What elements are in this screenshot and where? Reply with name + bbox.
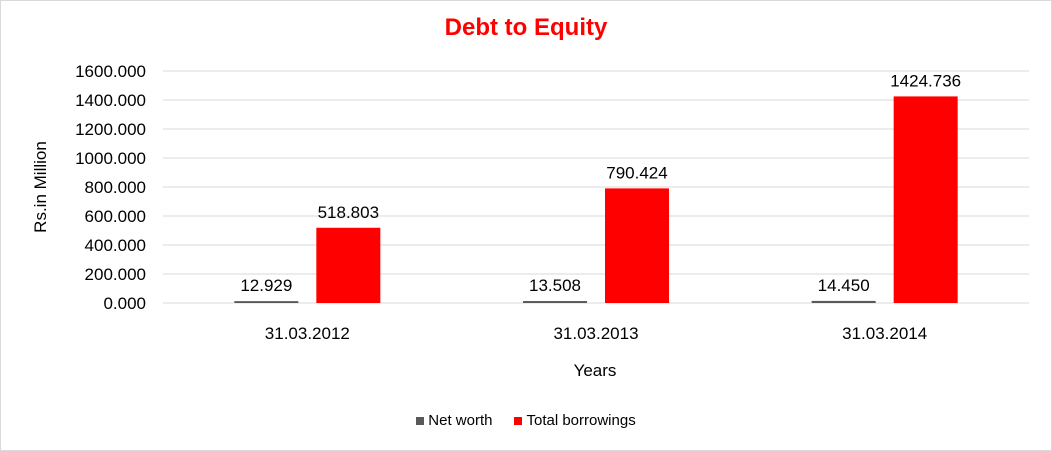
- y-tick-label: 1200.000: [75, 120, 146, 139]
- x-tick-label: 31.03.2014: [842, 324, 927, 343]
- x-axis-ticks: 31.03.2012 31.03.2013 31.03.2014: [265, 324, 927, 343]
- data-label: 13.508: [529, 276, 581, 295]
- bars: [234, 96, 958, 304]
- bar-net-worth: [234, 301, 299, 303]
- legend-swatch: [514, 416, 523, 425]
- y-tick-label: 1600.000: [75, 62, 146, 81]
- data-labels: 12.929 518.803 13.508 790.424 14.450 1424.736: [240, 71, 961, 295]
- y-tick-label: 0.000: [103, 294, 146, 313]
- x-tick-label: 31.03.2013: [553, 324, 638, 343]
- bar-net-worth: [811, 300, 876, 303]
- chart-title: Debt to Equity: [444, 14, 608, 41]
- y-axis-title: Rs.in Million: [31, 141, 50, 233]
- y-tick-label: 800.000: [85, 178, 146, 197]
- bar-total-borrowings: [605, 188, 669, 303]
- y-tick-label: 400.000: [85, 236, 146, 255]
- data-label: 1424.736: [890, 71, 961, 90]
- legend-label: Total borrowings: [526, 412, 636, 429]
- legend-item: Net worth: [416, 412, 492, 429]
- legend-swatch: [416, 416, 425, 425]
- bar-total-borrowings: [893, 96, 958, 304]
- y-axis-ticks: 0.000 200.000 400.000 600.000 800.000 1000.00…: [75, 62, 146, 313]
- y-tick-label: 1000.000: [75, 149, 146, 168]
- legend-item: Total borrowings: [514, 412, 636, 429]
- data-label: 12.929: [240, 276, 292, 295]
- gridlines: [163, 70, 1029, 304]
- data-label: 790.424: [606, 163, 667, 182]
- y-tick-label: 600.000: [85, 207, 146, 226]
- x-axis-title: Years: [574, 361, 617, 380]
- legend: Net worth Total borrowings: [0, 412, 1052, 429]
- y-tick-label: 1400.000: [75, 91, 146, 110]
- data-label: 518.803: [318, 203, 379, 222]
- bar-net-worth: [523, 301, 587, 303]
- legend-label: Net worth: [428, 412, 493, 429]
- bar-total-borrowings: [316, 227, 381, 303]
- x-tick-label: 31.03.2012: [265, 324, 350, 343]
- data-label: 14.450: [818, 276, 870, 295]
- y-tick-label: 200.000: [85, 265, 146, 284]
